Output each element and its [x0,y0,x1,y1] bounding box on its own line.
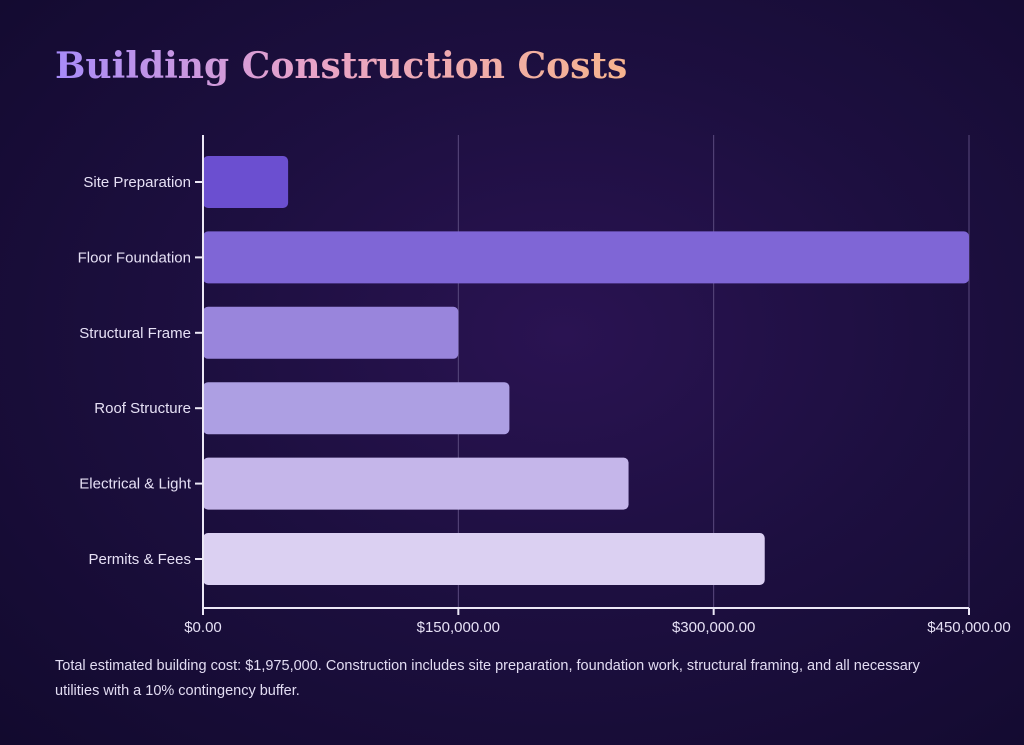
y-tick-label: Site Preparation [83,174,191,191]
axes [195,135,970,615]
y-tick-label: Structural Frame [79,325,191,342]
bar-electrical-light [203,457,629,510]
y-tick-label: Permits & Fees [88,551,191,568]
x-tick-label: $150,000.00 [417,619,500,636]
chart-title: Building Construction Costs [55,42,627,90]
chart-footnote: Total estimated building cost: $1,975,00… [55,658,920,699]
x-tick-label: $0.00 [184,619,222,636]
bar-permits-fees [203,533,765,585]
labels: Site Preparation Floor Foundation Structur… [78,174,1011,636]
gridlines [457,135,970,608]
y-tick-label: Electrical & Light [79,476,192,493]
y-tick-label: Roof Structure [94,400,191,417]
bar-floor-foundation [203,231,969,284]
bar-structural-frame [203,306,459,359]
y-tick-label: Floor Foundation [78,249,191,266]
x-tick-label: $450,000.00 [927,619,1010,636]
x-tick-label: $300,000.00 [672,619,755,636]
bars [203,156,969,585]
bar-roof-structure [203,382,510,435]
bar-site-preparation [203,156,289,208]
